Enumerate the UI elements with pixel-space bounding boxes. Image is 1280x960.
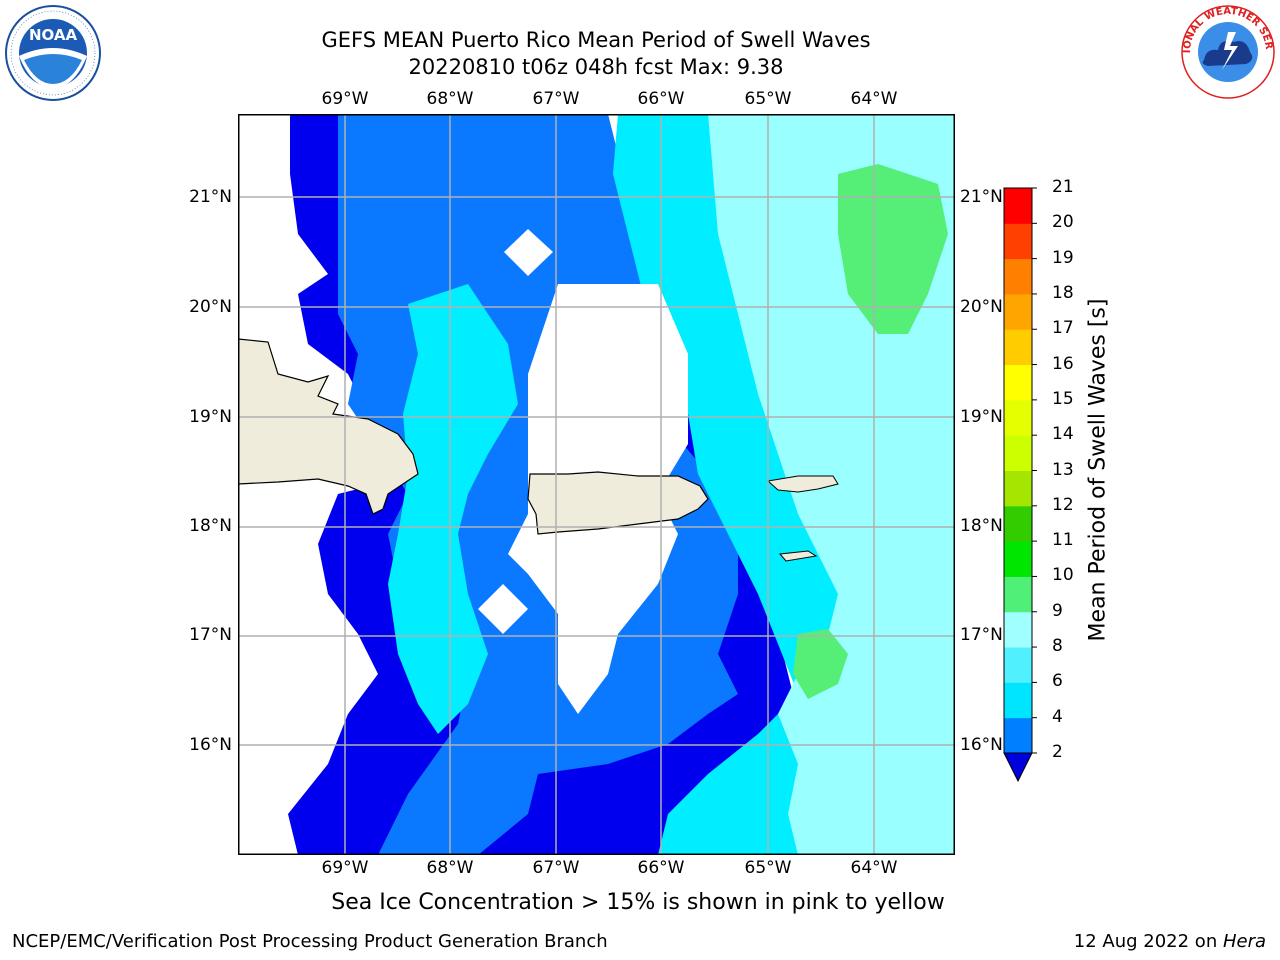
colorbar-segment <box>1004 611 1032 648</box>
footer-host: Hera <box>1222 931 1266 952</box>
colorbar-segment <box>1004 576 1032 613</box>
lat-label-left: 18°N <box>189 516 232 536</box>
noaa-logo-icon: NOAA <box>5 5 101 101</box>
footer-date: 12 Aug 2022 on Hera <box>1074 931 1266 952</box>
footer-date-text: 12 Aug 2022 on <box>1073 931 1223 952</box>
colorbar-segment <box>1004 364 1032 401</box>
map-title: GEFS MEAN Puerto Rico Mean Period of Swe… <box>321 28 871 52</box>
colorbar-segment <box>1004 435 1032 471</box>
colorbar-segment <box>1004 329 1032 366</box>
colorbar-segment <box>1004 647 1032 683</box>
colorbar-tick-label: 16 <box>1052 353 1074 374</box>
lat-label-right: 18°N <box>960 516 1003 536</box>
colorbar-segment <box>1004 470 1032 507</box>
lon-label-top: 69°W <box>321 89 369 109</box>
colorbar-tick-label: 4 <box>1052 706 1063 727</box>
map-plot <box>238 114 955 855</box>
lon-label-top: 66°W <box>637 89 685 109</box>
colorbar-segment <box>1004 258 1032 295</box>
colorbar-segment <box>1004 399 1032 436</box>
colorbar-tick-label: 17 <box>1052 318 1074 339</box>
colorbar-segment <box>1004 541 1032 577</box>
map-subtitle: 20220810 t06z 048h fcst Max: 9.38 <box>408 55 784 79</box>
lat-label-right: 16°N <box>960 735 1003 755</box>
lat-label-left: 17°N <box>189 625 232 645</box>
swell-region-9-10s-north <box>838 164 948 334</box>
lon-label-bottom: 65°W <box>744 858 792 878</box>
noaa-logo-text: NOAA <box>29 26 78 44</box>
colorbar-segment <box>1004 682 1032 719</box>
colorbar-segment <box>1004 717 1032 754</box>
lon-label-bottom: 66°W <box>637 858 685 878</box>
colorbar-tick-label: 6 <box>1052 671 1063 692</box>
colorbar-under-arrow <box>1003 752 1033 783</box>
swell-region-9-10s-south <box>793 629 848 699</box>
colorbar-title: Mean Period of Swell Waves [s] <box>1085 298 1111 642</box>
map-gridlines <box>238 114 955 855</box>
no-data-area-diamond-south <box>478 584 528 634</box>
colorbar-tick-label: 12 <box>1052 494 1074 515</box>
swell-region-6-8s-west <box>388 284 518 734</box>
colorbar-tick-label: 20 <box>1052 212 1074 233</box>
hispaniola-land <box>238 338 419 515</box>
colorbar <box>1003 187 1037 783</box>
colorbar-tick-label: 8 <box>1052 636 1063 657</box>
no-data-area-diamond <box>504 229 553 276</box>
lon-label-bottom: 68°W <box>426 858 474 878</box>
lat-label-right: 21°N <box>960 187 1003 207</box>
colorbar-tick-label: 11 <box>1052 530 1074 551</box>
lon-label-top: 64°W <box>850 89 898 109</box>
colorbar-tick-label: 14 <box>1052 424 1074 445</box>
colorbar-tick-label: 21 <box>1052 177 1074 197</box>
lon-label-bottom: 69°W <box>321 858 369 878</box>
lon-label-bottom: 67°W <box>532 858 580 878</box>
colorbar-tick-label: 18 <box>1052 282 1074 303</box>
colorbar-tick-label: 15 <box>1052 388 1074 409</box>
lat-label-left: 16°N <box>189 735 232 755</box>
colorbar-segment <box>1004 505 1032 542</box>
colorbar-segment <box>1004 293 1032 330</box>
colorbar-tick-label: 19 <box>1052 247 1074 268</box>
colorbar-segment <box>1004 188 1032 224</box>
lat-label-right: 19°N <box>960 407 1003 427</box>
lon-label-bottom: 64°W <box>850 858 898 878</box>
lon-label-top: 65°W <box>744 89 792 109</box>
nws-logo-icon: NATIONAL WEATHER SERVICE <box>1180 4 1275 99</box>
lon-label-top: 67°W <box>532 89 580 109</box>
colorbar-tick-label: 2 <box>1052 742 1063 762</box>
st-croix <box>779 550 818 562</box>
lat-label-left: 20°N <box>189 297 232 317</box>
sea-ice-note: Sea Ice Concentration > 15% is shown in … <box>331 890 945 915</box>
lat-label-left: 19°N <box>189 407 232 427</box>
colorbar-segment <box>1004 223 1032 260</box>
lat-label-left: 21°N <box>189 187 232 207</box>
virgin-islands <box>766 475 839 493</box>
colorbar-tick-label: 13 <box>1052 459 1074 480</box>
lat-label-right: 17°N <box>960 625 1003 645</box>
lon-label-top: 68°W <box>426 89 474 109</box>
lat-label-right: 20°N <box>960 297 1003 317</box>
footer-credit: NCEP/EMC/Verification Post Processing Pr… <box>12 931 608 952</box>
puerto-rico-land <box>527 471 709 535</box>
colorbar-tick-label: 10 <box>1052 565 1074 586</box>
colorbar-tick-label: 9 <box>1052 600 1063 621</box>
